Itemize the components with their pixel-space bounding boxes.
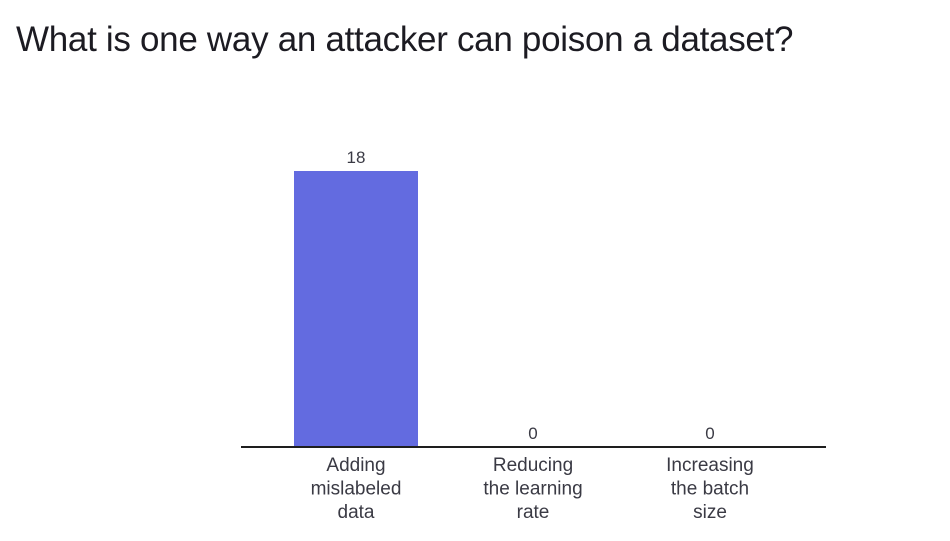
category-label-line: rate (517, 502, 550, 523)
bar-value-label-3: 0 (705, 424, 714, 443)
category-label-3: Increasing the batch size (666, 455, 754, 523)
category-label-line: size (693, 502, 727, 523)
category-label-line: data (338, 502, 375, 523)
category-label-line: Reducing (493, 455, 573, 476)
bar-value-label-2: 0 (528, 424, 537, 443)
bars-layer (294, 171, 418, 447)
category-label-line: mislabeled (311, 479, 402, 500)
category-label-1: Adding mislabeled data (311, 455, 402, 523)
category-label-line: the learning (483, 479, 582, 500)
category-label-2: Reducing the learning rate (483, 455, 582, 523)
bar-value-label-1: 18 (347, 148, 366, 167)
category-label-line: Increasing (666, 455, 754, 476)
question-title: What is one way an attacker can poison a… (16, 20, 794, 59)
category-label-line: the batch (671, 479, 749, 500)
value-labels-layer: 180 0 (347, 148, 715, 443)
category-labels-layer: Adding mislabeled data Reducing the learning… (311, 455, 754, 523)
bar-1 (294, 171, 418, 447)
category-label-line: Adding (326, 455, 385, 476)
